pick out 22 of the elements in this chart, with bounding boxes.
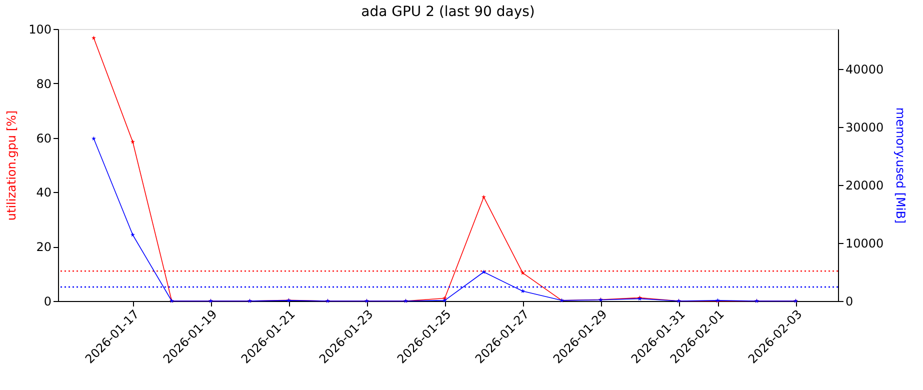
y-tick-label: 80	[36, 76, 52, 91]
point	[482, 194, 486, 199]
y2-tick-label: 20000	[846, 178, 884, 193]
point	[130, 232, 135, 237]
y-axis-title: utilization.gpu [%]	[4, 110, 19, 221]
point	[130, 140, 135, 144]
y2-tick-label: 30000	[846, 120, 884, 135]
y-tick-label: 0	[44, 294, 52, 308]
point	[92, 36, 96, 40]
y-tick-label: 40	[36, 186, 52, 200]
y2-tick-label: 40000	[846, 62, 884, 77]
y-tick-label: 20	[36, 240, 52, 254]
point	[520, 288, 525, 294]
point	[520, 270, 525, 275]
y2-tick-label: 10000	[846, 236, 884, 251]
y-tick-label: 100	[28, 22, 52, 36]
y-tick-label: 60	[36, 131, 52, 146]
y2-tick-label: 0	[846, 294, 854, 308]
point	[442, 298, 447, 302]
y2-axis-title: memory.used [MiB]	[894, 107, 908, 224]
point	[482, 270, 486, 274]
chart-title: ada GPU 2 (last 90 days)	[361, 4, 535, 20]
